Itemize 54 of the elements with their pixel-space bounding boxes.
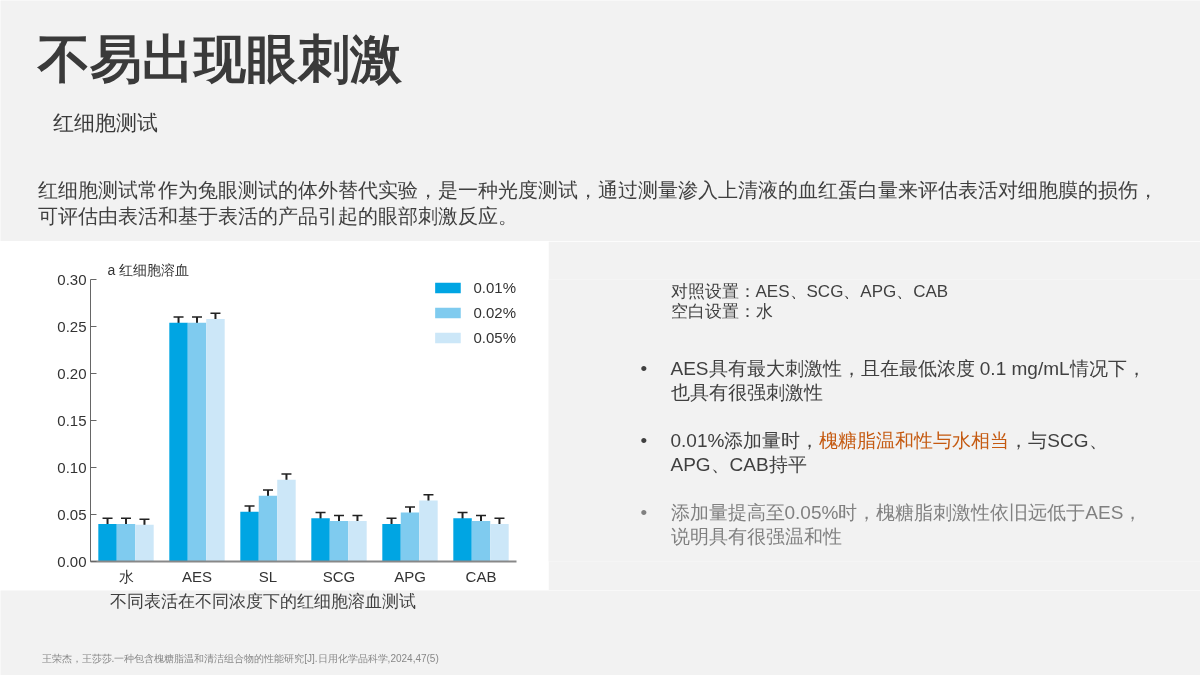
text: 可评估由表活和基于表活的产品引起的眼部刺激反应。 <box>37 204 518 227</box>
bar <box>240 511 259 562</box>
bar <box>187 322 207 562</box>
text: 也具有很强刺激性 <box>670 381 823 403</box>
text: 王荣杰，王莎莎.一种包含槐糖脂温和清洁组合物的性能研究[J].日用化学品科学,2024,47(5) <box>41 652 439 664</box>
text: 红细胞测试常作为兔眼测试的体外替代实验，是一种光度测试，通过测量渗入上清液的血红蛋白量来评估表活对细胞膜的损伤， <box>37 178 1158 201</box>
bar <box>471 521 491 562</box>
bar <box>490 523 509 562</box>
legend-label: 0.05% <box>473 329 516 346</box>
bar <box>382 523 401 562</box>
x-tick-label: APG <box>394 567 426 585</box>
y-tick-label: 0.00 <box>57 552 87 570</box>
text: 对照设置：AES、SCG、APG、CAB <box>670 281 949 301</box>
bar <box>419 500 438 562</box>
y-tick-label: 0.20 <box>57 364 87 382</box>
x-tick-label: CAB <box>465 567 497 585</box>
text: ，与SCG、 <box>1009 429 1108 451</box>
text: • <box>640 357 648 379</box>
text: 不同表活在不同浓度下的红细胞溶血测试 <box>109 591 416 611</box>
y-tick-label: 0.15 <box>57 411 87 429</box>
y-tick-label: 0.25 <box>57 317 87 335</box>
bar <box>453 518 472 562</box>
x-tick-label: AES <box>181 567 213 585</box>
bar <box>135 524 154 562</box>
text: a 红细胞溶血 <box>107 261 190 278</box>
bar <box>206 318 225 562</box>
bar <box>116 523 136 562</box>
text: • <box>640 429 648 451</box>
bar <box>348 521 367 562</box>
bar <box>400 512 420 562</box>
text: 说明具有很强温和性 <box>670 525 842 547</box>
bar <box>98 523 117 562</box>
bar <box>169 322 188 562</box>
chart-subtitle: 红细胞测试 <box>52 110 158 134</box>
text: • <box>640 501 648 523</box>
bar <box>277 479 296 562</box>
y-tick-label: 0.10 <box>57 458 87 476</box>
x-tick-label: SL <box>258 567 278 585</box>
text: 槐糖脂温和性与水相当 <box>819 429 1010 451</box>
bar <box>258 495 278 562</box>
chart-title: 不易出现眼刺激 <box>35 30 403 88</box>
x-tick-label: 水 <box>118 567 134 585</box>
y-tick-label: 0.05 <box>57 505 87 523</box>
text: APG、CAB持平 <box>670 453 807 475</box>
text: 0.01%添加量时， <box>670 429 820 451</box>
legend-label: 0.01% <box>473 279 516 296</box>
legend-label: 0.02% <box>473 304 516 321</box>
bar <box>329 521 349 562</box>
y-tick-label: 0.30 <box>57 270 87 288</box>
text: 添加量提高至0.05%时，槐糖脂刺激性依旧远低于AES， <box>670 501 1143 523</box>
x-tick-label: SCG <box>322 567 356 585</box>
text: AES具有最大刺激性，且在最低浓度 0.1 mg/mL情况下， <box>670 357 1146 379</box>
bar <box>311 518 330 562</box>
text: 空白设置：水 <box>670 301 773 321</box>
